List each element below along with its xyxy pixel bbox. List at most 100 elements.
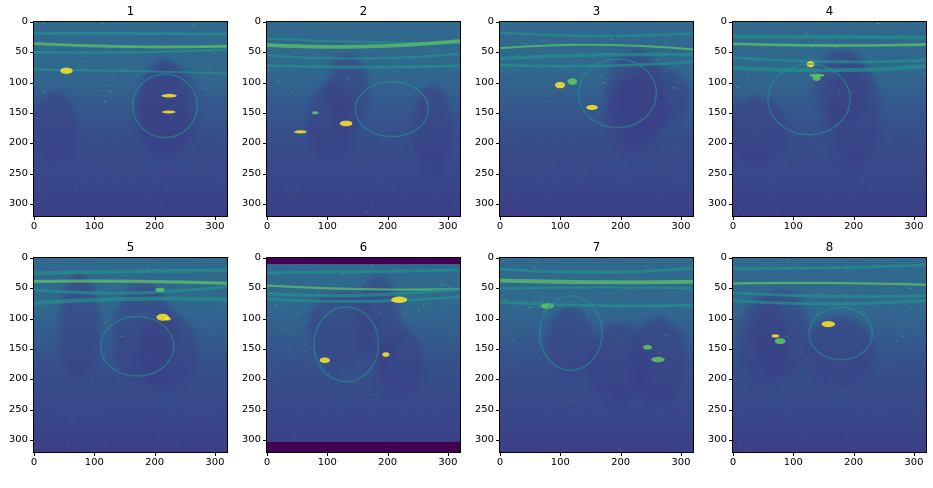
y-tick-mark bbox=[729, 22, 733, 23]
y-tick-label: 100 bbox=[233, 78, 261, 88]
x-tick-label: 300 bbox=[666, 222, 696, 232]
y-tick-mark bbox=[729, 143, 733, 144]
ultrasound-image bbox=[34, 258, 227, 452]
panel-title: 4 bbox=[733, 4, 926, 18]
y-tick-label: 150 bbox=[699, 344, 727, 354]
y-tick-label: 200 bbox=[699, 374, 727, 384]
y-tick-mark bbox=[263, 113, 267, 114]
x-tick-label: 200 bbox=[373, 458, 403, 468]
x-tick-mark bbox=[215, 452, 216, 456]
y-tick-mark bbox=[496, 52, 500, 53]
y-tick-label: 50 bbox=[233, 283, 261, 293]
y-tick-mark bbox=[729, 83, 733, 84]
y-tick-mark bbox=[30, 410, 34, 411]
y-tick-mark bbox=[729, 52, 733, 53]
y-tick-label: 250 bbox=[233, 405, 261, 415]
y-tick-label: 100 bbox=[699, 314, 727, 324]
y-tick-label: 150 bbox=[0, 108, 28, 118]
x-tick-label: 300 bbox=[666, 458, 696, 468]
x-tick-label: 0 bbox=[19, 458, 49, 468]
y-tick-mark bbox=[30, 22, 34, 23]
y-tick-mark bbox=[263, 410, 267, 411]
ultrasound-image bbox=[733, 22, 926, 216]
x-tick-mark bbox=[733, 216, 734, 220]
y-tick-mark bbox=[30, 379, 34, 380]
y-tick-label: 250 bbox=[233, 169, 261, 179]
x-tick-mark bbox=[94, 452, 95, 456]
y-tick-label: 100 bbox=[233, 314, 261, 324]
y-tick-label: 0 bbox=[466, 17, 494, 27]
y-tick-label: 0 bbox=[233, 17, 261, 27]
y-tick-mark bbox=[30, 258, 34, 259]
y-tick-mark bbox=[729, 288, 733, 289]
y-tick-mark bbox=[496, 440, 500, 441]
x-tick-mark bbox=[560, 452, 561, 456]
x-tick-mark bbox=[914, 216, 915, 220]
y-tick-label: 50 bbox=[0, 47, 28, 57]
x-tick-mark bbox=[34, 452, 35, 456]
x-tick-mark bbox=[215, 216, 216, 220]
y-tick-mark bbox=[263, 379, 267, 380]
y-tick-label: 200 bbox=[466, 138, 494, 148]
x-tick-mark bbox=[94, 216, 95, 220]
x-tick-label: 0 bbox=[485, 222, 515, 232]
x-tick-mark bbox=[854, 216, 855, 220]
y-tick-label: 250 bbox=[0, 405, 28, 415]
y-tick-label: 150 bbox=[233, 108, 261, 118]
x-tick-mark bbox=[34, 216, 35, 220]
ultrasound-image bbox=[733, 258, 926, 452]
y-tick-label: 150 bbox=[699, 108, 727, 118]
y-tick-label: 0 bbox=[699, 253, 727, 263]
y-tick-mark bbox=[496, 22, 500, 23]
x-tick-label: 0 bbox=[718, 222, 748, 232]
y-tick-label: 200 bbox=[466, 374, 494, 384]
x-tick-label: 100 bbox=[778, 458, 808, 468]
x-tick-label: 200 bbox=[606, 222, 636, 232]
x-tick-mark bbox=[267, 452, 268, 456]
y-tick-label: 50 bbox=[233, 47, 261, 57]
x-tick-mark bbox=[733, 452, 734, 456]
x-tick-label: 0 bbox=[718, 458, 748, 468]
y-tick-mark bbox=[30, 143, 34, 144]
y-tick-label: 200 bbox=[233, 138, 261, 148]
y-tick-mark bbox=[496, 288, 500, 289]
x-tick-label: 100 bbox=[545, 458, 575, 468]
y-tick-mark bbox=[496, 379, 500, 380]
y-tick-label: 200 bbox=[0, 138, 28, 148]
x-tick-mark bbox=[793, 216, 794, 220]
y-tick-label: 100 bbox=[699, 78, 727, 88]
x-tick-mark bbox=[327, 216, 328, 220]
x-tick-mark bbox=[560, 216, 561, 220]
y-tick-label: 300 bbox=[233, 435, 261, 445]
x-tick-mark bbox=[267, 216, 268, 220]
y-tick-label: 50 bbox=[699, 47, 727, 57]
x-tick-mark bbox=[500, 216, 501, 220]
y-tick-mark bbox=[30, 319, 34, 320]
y-tick-label: 300 bbox=[466, 435, 494, 445]
x-tick-label: 300 bbox=[200, 222, 230, 232]
ultrasound-image bbox=[500, 22, 693, 216]
x-tick-label: 100 bbox=[79, 222, 109, 232]
y-tick-mark bbox=[496, 113, 500, 114]
ultrasound-image bbox=[500, 258, 693, 452]
x-tick-label: 300 bbox=[899, 222, 929, 232]
x-tick-mark bbox=[155, 452, 156, 456]
y-tick-mark bbox=[263, 258, 267, 259]
y-tick-mark bbox=[30, 113, 34, 114]
y-tick-label: 200 bbox=[699, 138, 727, 148]
panel-title: 7 bbox=[500, 240, 693, 254]
panel-title: 2 bbox=[267, 4, 460, 18]
y-tick-mark bbox=[263, 22, 267, 23]
y-tick-label: 250 bbox=[699, 405, 727, 415]
y-tick-mark bbox=[729, 113, 733, 114]
y-tick-mark bbox=[263, 204, 267, 205]
y-tick-mark bbox=[30, 288, 34, 289]
x-tick-label: 200 bbox=[373, 222, 403, 232]
x-tick-label: 300 bbox=[433, 458, 463, 468]
y-tick-label: 50 bbox=[466, 47, 494, 57]
